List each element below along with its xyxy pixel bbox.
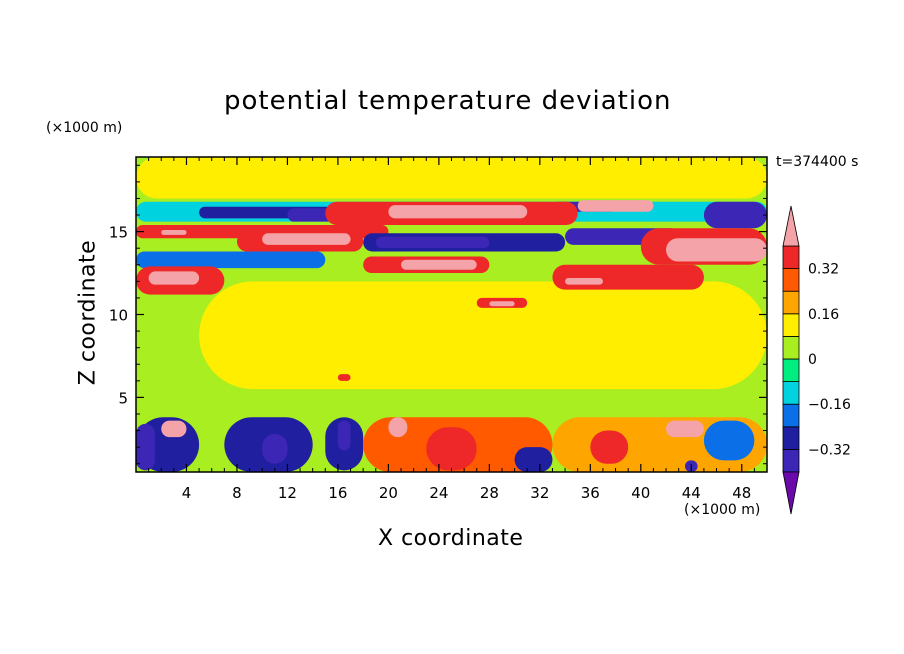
x-tick-label: 40 xyxy=(631,484,650,502)
contour-region-36 xyxy=(337,420,351,451)
contour-region-38 xyxy=(426,427,477,471)
y-tick-label: 10 xyxy=(109,307,128,325)
contour-region-13 xyxy=(577,200,654,212)
colorbar: 0.32 0.16 0 −0.16 −0.32 xyxy=(782,205,851,515)
colorbar-top-arrow xyxy=(782,205,800,247)
x-tick-label: 16 xyxy=(328,484,347,502)
colorbar-band xyxy=(782,381,800,405)
contour-region-3 xyxy=(136,410,767,418)
contour-region-31 xyxy=(136,423,155,471)
contour-region-18 xyxy=(262,233,351,245)
chart-title: potential temperature deviation xyxy=(224,86,672,116)
colorbar-band xyxy=(782,290,800,315)
colorbar-band xyxy=(782,448,800,473)
x-tick-label: 28 xyxy=(480,484,499,502)
contour-region-25 xyxy=(148,271,200,285)
x-tick-label: 12 xyxy=(278,484,297,502)
x-tick-label: 8 xyxy=(232,484,242,502)
contour-region-44 xyxy=(703,420,755,461)
colorbar-band xyxy=(782,313,800,337)
contour-region-39 xyxy=(388,417,408,438)
x-axis-label: X coordinate xyxy=(378,526,524,551)
contour-region-27 xyxy=(565,278,603,285)
x-tick-label: 36 xyxy=(581,484,600,502)
contour-region-40 xyxy=(514,447,553,472)
contour-field xyxy=(136,157,767,472)
contour-region-43 xyxy=(666,420,704,438)
contour-region-46 xyxy=(337,374,351,381)
colorbar-band xyxy=(782,335,800,360)
contour-region-2 xyxy=(199,281,767,390)
contour-region-20 xyxy=(666,238,767,262)
x-tick-label: 48 xyxy=(732,484,751,502)
contour-region-29 xyxy=(489,301,515,307)
contour-region-1 xyxy=(136,157,767,199)
colorbar-band xyxy=(782,358,800,383)
contour-region-21 xyxy=(136,251,326,269)
x-tick-label: 20 xyxy=(379,484,398,502)
y-unit-label: (×1000 m) xyxy=(46,120,123,136)
contour-region-34 xyxy=(262,433,288,464)
colorbar-label: −0.32 xyxy=(808,442,851,458)
x-tick-label: 24 xyxy=(429,484,448,502)
contour-region-8 xyxy=(703,201,767,229)
colorbar-label: −0.16 xyxy=(808,397,851,413)
contour-region-32 xyxy=(161,420,187,438)
contour-region-26 xyxy=(552,264,704,290)
colorbar-band xyxy=(782,268,800,292)
contour-region-15 xyxy=(375,236,490,249)
contour-region-10 xyxy=(161,229,187,235)
contour-region-42 xyxy=(590,430,629,464)
x-tick-label: 32 xyxy=(530,484,549,502)
colorbar-bottom-arrow xyxy=(782,471,800,515)
x-unit-label: (×1000 m) xyxy=(684,502,761,518)
contour-region-12 xyxy=(388,205,528,219)
colorbar-label: 0.32 xyxy=(808,262,839,278)
x-tick-label: 44 xyxy=(682,484,701,502)
colorbar-band xyxy=(782,426,800,450)
y-tick-label: 15 xyxy=(109,224,128,242)
colorbar-band xyxy=(782,245,800,270)
contour-region-23 xyxy=(401,259,477,270)
time-label: t=374400 s xyxy=(776,154,859,170)
x-tick-label: 4 xyxy=(182,484,192,502)
colorbar-band xyxy=(782,403,800,428)
colorbar-label: 0.16 xyxy=(808,307,839,323)
colorbar-label: 0 xyxy=(808,352,817,368)
y-tick-label: 5 xyxy=(118,389,128,407)
